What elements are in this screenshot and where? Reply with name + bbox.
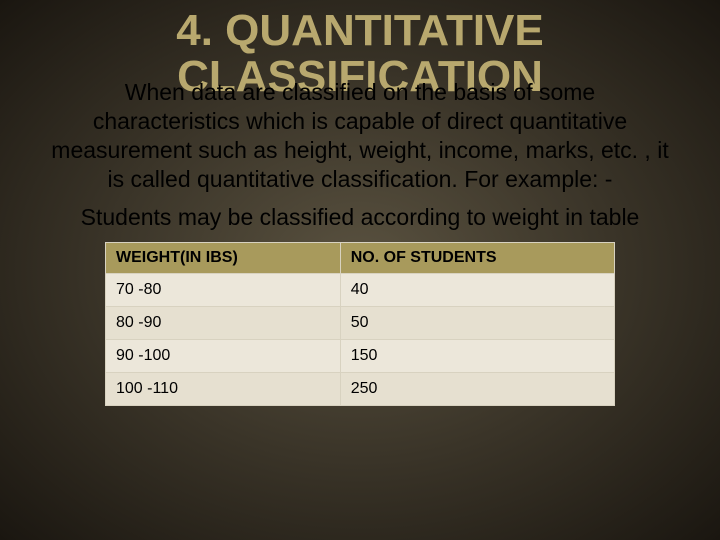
cell-weight: 90 -100 bbox=[106, 340, 341, 373]
col-header-weight: WEIGHT(IN IBS) bbox=[106, 243, 341, 274]
cell-students: 40 bbox=[340, 274, 614, 307]
table-row: 90 -100 150 bbox=[106, 340, 615, 373]
cell-students: 150 bbox=[340, 340, 614, 373]
table-row: 100 -110 250 bbox=[106, 373, 615, 406]
slide: 4. QUANTITATIVE CLASSIFICATION 4. QUANTI… bbox=[0, 0, 720, 540]
table-row: 80 -90 50 bbox=[106, 307, 615, 340]
cell-weight: 100 -110 bbox=[106, 373, 341, 406]
cell-students: 250 bbox=[340, 373, 614, 406]
paragraph-2: Students may be classified according to … bbox=[50, 203, 670, 232]
col-header-students: NO. OF STUDENTS bbox=[340, 243, 614, 274]
paragraph-1: When data are classified on the basis of… bbox=[50, 78, 670, 193]
weight-table: WEIGHT(IN IBS) NO. OF STUDENTS 70 -80 40… bbox=[105, 242, 615, 406]
cell-weight: 70 -80 bbox=[106, 274, 341, 307]
table-row: 70 -80 40 bbox=[106, 274, 615, 307]
body-text: When data are classified on the basis of… bbox=[0, 78, 720, 232]
cell-weight: 80 -90 bbox=[106, 307, 341, 340]
table-header-row: WEIGHT(IN IBS) NO. OF STUDENTS bbox=[106, 243, 615, 274]
title-line1: 4. QUANTITATIVE bbox=[176, 6, 544, 55]
cell-students: 50 bbox=[340, 307, 614, 340]
